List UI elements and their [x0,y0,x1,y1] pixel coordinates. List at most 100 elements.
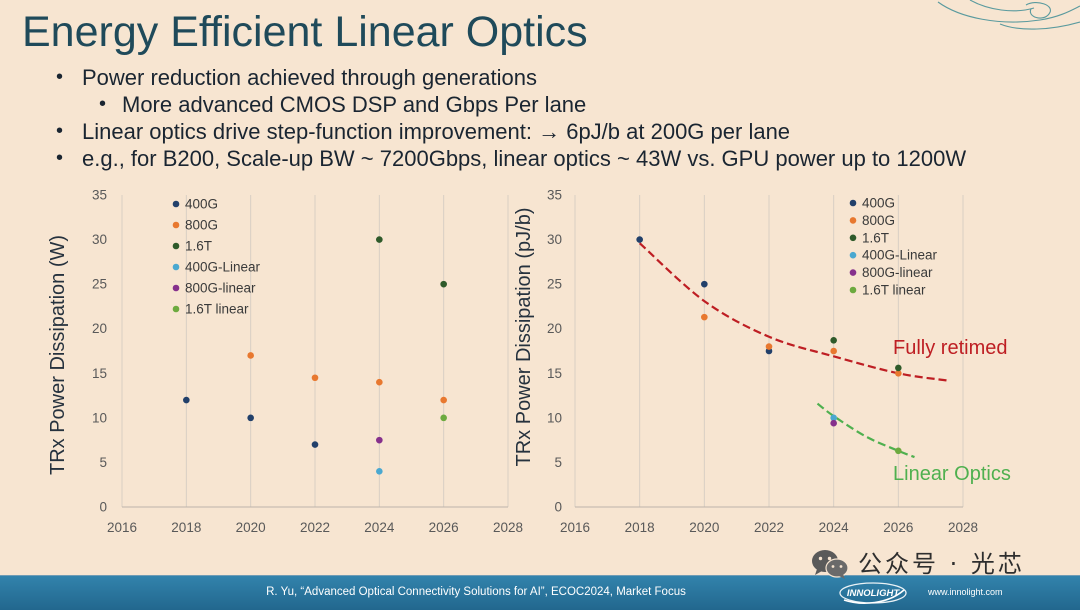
bullet-marker: • [56,66,64,88]
data-point-800g-2020 [247,352,254,359]
x-tick-label-2020: 2020 [236,520,266,535]
y-tick-label-30: 30 [92,232,107,247]
data-point-800g-2026 [895,369,902,377]
y-tick-label-0: 0 [554,500,562,515]
x-tick-label-2022: 2022 [300,520,330,535]
data-point-400g-linear-2024 [830,414,837,422]
annotation-linear-optics: Linear Optics [893,463,1011,485]
x-tick-label-2020: 2020 [689,520,719,535]
legend-label-1-6t-linear: 1.6T linear [185,302,249,317]
data-point-400g-2020 [701,280,708,288]
chart-power-dissipation-pj-per-bit: 2016 2018 2020 2022 2024 2026 2028 0 5 10 15 20 25 30… [513,188,1011,536]
x-tick-label-2022: 2022 [754,520,784,535]
legend-marker-800g [172,221,180,229]
data-point-400g-2018 [183,396,190,404]
data-point-400g-2020 [247,414,254,422]
data-point-800g-linear-2024 [376,436,383,444]
bullet-text: Power reduction achieved through generat… [82,65,537,90]
legend-marker-1-6t [849,234,857,242]
legend-marker-400g [172,200,180,208]
bullet-item: • Power reduction achieved through gener… [0,64,1080,91]
y-tick-label-35: 35 [547,188,562,203]
x-tick-label-2026: 2026 [429,520,459,535]
y-tick-label-30: 30 [547,232,562,247]
y-axis-label: TRx Power Dissipation (pJ/b) [513,208,535,467]
legend-marker-400g-linear [849,251,857,259]
logo-text: INNOLIGHT [847,588,900,599]
legend-label-1-6t-linear: 1.6T linear [862,283,926,298]
data-point-800g-2022 [765,343,773,350]
data-point-1-6t-linear-2026 [440,414,447,422]
footer-website: www.innolight.com [928,587,1003,597]
data-point-1-6t-2026 [895,364,902,372]
footer-citation: R. Yu, “Advanced Optical Connectivity So… [266,586,686,598]
y-axis-label: TRx Power Dissipation (W) [47,235,69,475]
wechat-icon [812,550,849,579]
legend-label-400g: 400G [185,197,218,212]
y-tick-label-10: 10 [547,410,562,425]
logo-swoosh [843,589,905,604]
swirl-stroke [1025,2,1051,19]
legend-marker-1-6t-linear [172,305,180,313]
data-point-400g-2022 [311,441,319,448]
legend-marker-800g [849,217,857,224]
data-point-800g-2022 [311,374,319,382]
y-tick-label-15: 15 [92,366,107,381]
legend-label-1-6t: 1.6T [862,230,889,245]
data-point-1-6t-2024 [830,337,837,344]
legend-label-1-6t: 1.6T [185,239,212,254]
legend-label-800g-linear: 800G-linear [862,265,933,280]
bullet-text: Linear optics drive step-function improv… [82,119,791,144]
data-point-800g-2024 [830,347,837,355]
x-tick-label-2016: 2016 [560,520,590,535]
legend-label-400g-linear: 400G-Linear [862,248,938,263]
data-point-800g-2020 [701,313,708,321]
chart-power-dissipation-watts: 2016 2018 2020 2022 2024 2026 2028 0 5 10 15 20 25 30… [47,188,523,536]
data-point-800g-2026 [440,396,447,404]
legend-marker-400g [849,199,857,207]
bullet-text: e.g., for B200, Scale-up BW ~ 7200Gbps, … [82,146,967,171]
slide-title: Energy Efficient Linear Optics [22,8,588,56]
bullet-item: • Linear optics drive step-function impr… [0,118,1080,145]
trendline-linear-optics [816,402,915,459]
data-point-800g-2024 [376,378,383,386]
x-tick-label-2026: 2026 [883,520,913,535]
bullet-marker: • [99,93,107,115]
x-tick-label-2024: 2024 [819,520,850,535]
bullet-item: • e.g., for B200, Scale-up BW ~ 7200Gbps… [0,145,1080,172]
bullet-marker: • [56,120,64,142]
x-tick-label-2018: 2018 [625,520,655,535]
legend-marker-800g-linear [849,269,857,276]
x-tick-label-2028: 2028 [493,520,523,535]
data-point-1-6t-2026 [440,280,447,288]
legend-label-800g-linear: 800G-linear [185,281,256,296]
y-tick-label-20: 20 [92,321,107,336]
y-tick-label-10: 10 [92,410,107,425]
data-point-1-6t-2024 [376,236,383,243]
y-tick-label-25: 25 [92,277,107,292]
trendline-fully-retimed [638,242,947,382]
data-point-400g-2018 [636,236,643,243]
swirl-stroke [999,21,1080,30]
y-tick-label-25: 25 [547,277,562,292]
y-tick-label-5: 5 [554,455,562,470]
legend-marker-800g-linear [172,284,180,292]
legend-label-400g-linear: 400G-Linear [185,260,261,275]
y-tick-label-35: 35 [92,188,107,203]
legend-marker-1-6t-linear [849,286,857,294]
legend-label-800g: 800G [862,213,895,228]
x-tick-label-2024: 2024 [364,520,395,535]
data-point-800g-linear-2024 [830,419,837,427]
legend-marker-1-6t [172,242,180,250]
y-tick-label-0: 0 [99,500,107,515]
legend-label-800g: 800G [185,218,218,233]
y-tick-label-15: 15 [547,366,562,381]
footer-bar: R. Yu, “Advanced Optical Connectivity So… [0,575,1080,610]
annotation-fully-retimed: Fully retimed [893,337,1007,359]
data-point-1-6t-linear-2026 [895,447,902,455]
innolight-logo: INNOLIGHT [839,582,907,604]
legend-label-400g: 400G [862,196,895,211]
y-tick-label-5: 5 [99,455,107,470]
y-tick-label-20: 20 [547,321,562,336]
